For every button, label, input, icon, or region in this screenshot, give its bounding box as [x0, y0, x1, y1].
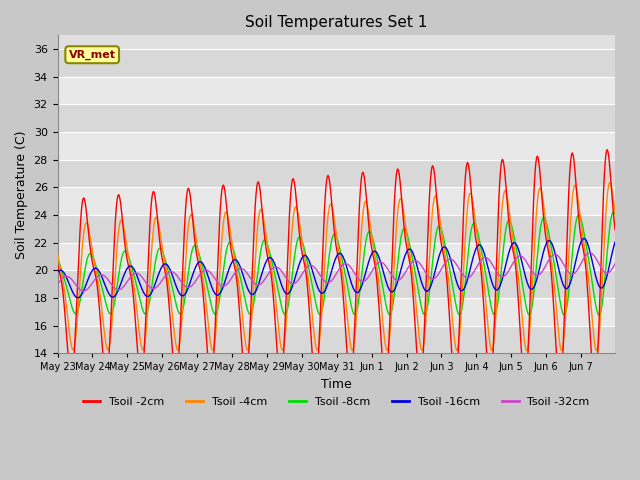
- Text: VR_met: VR_met: [68, 49, 116, 60]
- Bar: [58, 188, 615, 215]
- Bar: [58, 326, 615, 353]
- Bar: [58, 49, 615, 77]
- Legend: Tsoil -2cm, Tsoil -4cm, Tsoil -8cm, Tsoil -16cm, Tsoil -32cm: Tsoil -2cm, Tsoil -4cm, Tsoil -8cm, Tsoi…: [79, 393, 594, 411]
- Bar: [58, 243, 615, 270]
- Bar: [58, 215, 615, 243]
- Bar: [58, 105, 615, 132]
- Bar: [58, 132, 615, 160]
- X-axis label: Time: Time: [321, 378, 352, 391]
- Bar: [58, 160, 615, 188]
- Title: Soil Temperatures Set 1: Soil Temperatures Set 1: [245, 15, 428, 30]
- Y-axis label: Soil Temperature (C): Soil Temperature (C): [15, 130, 28, 259]
- Bar: [58, 77, 615, 105]
- Bar: [58, 270, 615, 298]
- Bar: [58, 298, 615, 326]
